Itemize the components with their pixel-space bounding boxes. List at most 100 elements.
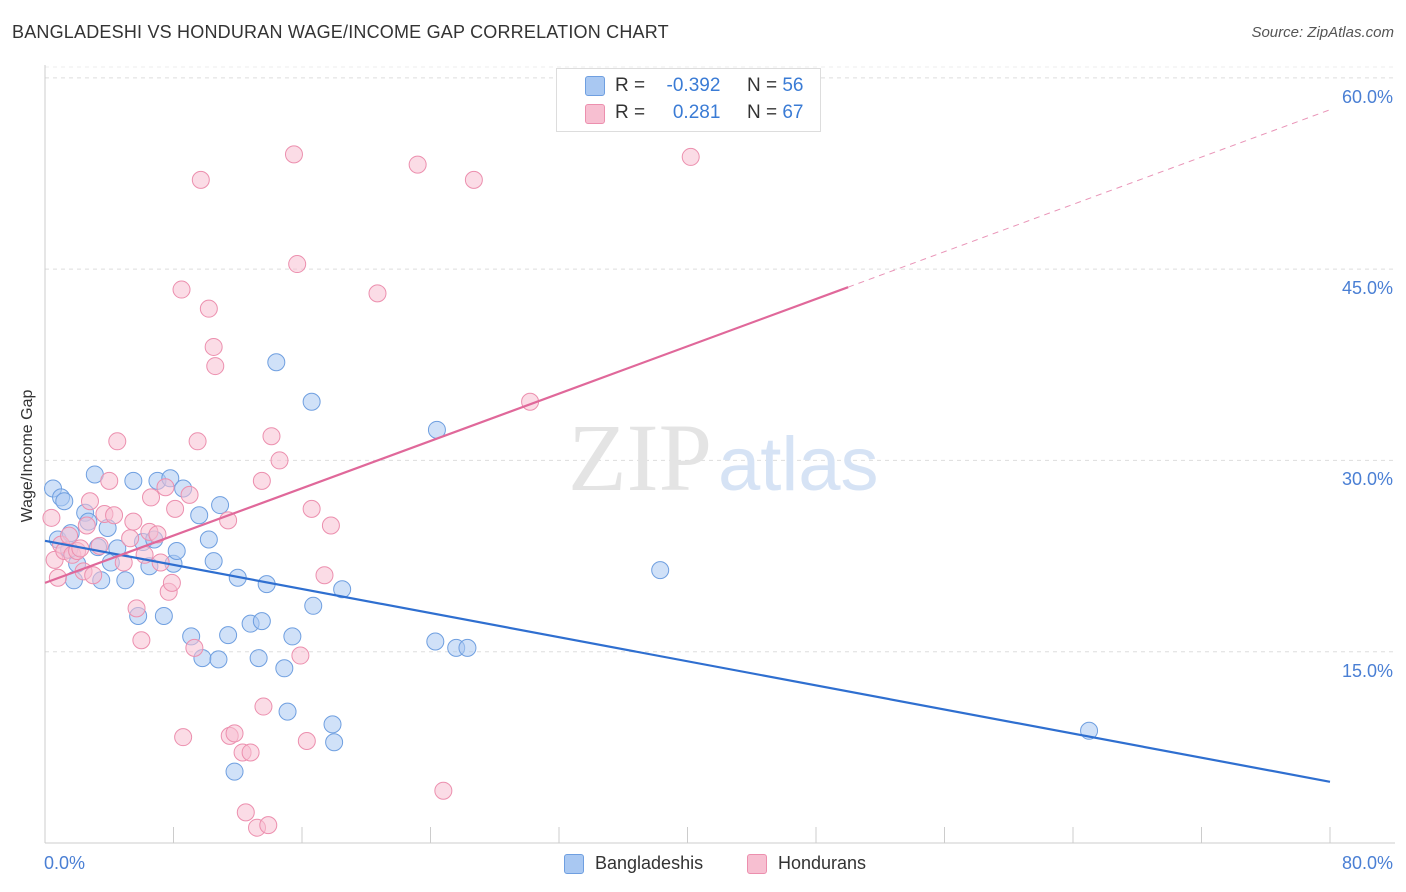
bangladeshi-point bbox=[219, 626, 238, 645]
bangladeshi-point bbox=[211, 496, 230, 515]
legend-row-hondurans: R = 0.281 N = 67 bbox=[615, 102, 803, 126]
correlation-legend: R = -0.392 N = 56 R = 0.281 N = 67 bbox=[556, 68, 821, 132]
honduran-point bbox=[236, 803, 255, 822]
honduran-point bbox=[204, 337, 223, 356]
honduran-point bbox=[84, 566, 103, 585]
bottom-legend-swatch-blue bbox=[564, 854, 584, 874]
honduran-point bbox=[121, 529, 140, 548]
chart-title: BANGLADESHI VS HONDURAN WAGE/INCOME GAP … bbox=[12, 22, 669, 42]
y-tick-label: 30.0% bbox=[1341, 469, 1393, 489]
y-tick-label: 15.0% bbox=[1341, 661, 1393, 681]
bottom-legend-swatch-pink bbox=[747, 854, 767, 874]
bangladeshi-point bbox=[199, 530, 218, 549]
legend-swatch-pink bbox=[585, 104, 605, 124]
bangladeshi-point bbox=[209, 650, 228, 669]
bangladeshi-point bbox=[167, 541, 186, 560]
honduran-point bbox=[252, 471, 271, 490]
honduran-point bbox=[681, 147, 700, 166]
bangladeshi-trend-line bbox=[44, 539, 1331, 783]
bangladeshi-point bbox=[190, 506, 209, 525]
honduran-point bbox=[42, 508, 61, 527]
bangladeshi-point bbox=[325, 733, 344, 752]
honduran-point bbox=[199, 299, 218, 318]
honduran-point bbox=[60, 526, 79, 545]
honduran-trend-extension bbox=[847, 109, 1331, 288]
legend-r-label: R = bbox=[615, 102, 646, 123]
honduran-point bbox=[77, 516, 96, 535]
bangladeshi-point bbox=[252, 612, 271, 631]
bottom-legend-bangladeshis: Bangladeshis bbox=[595, 853, 704, 873]
bangladeshi-point bbox=[323, 715, 342, 734]
honduran-point bbox=[259, 816, 278, 835]
honduran-point bbox=[225, 724, 244, 743]
honduran-point bbox=[408, 155, 427, 174]
y-axis-label: Wage/Income Gap bbox=[19, 389, 36, 523]
bangladeshi-point bbox=[55, 492, 74, 511]
x-tick-label: 0.0% bbox=[44, 853, 86, 873]
honduran-point bbox=[321, 516, 340, 535]
honduran-point bbox=[108, 432, 127, 451]
honduran-point bbox=[142, 488, 161, 507]
source-label: Source: ZipAtlas.com bbox=[1251, 24, 1394, 41]
honduran-point bbox=[270, 451, 289, 470]
bangladeshi-point bbox=[267, 353, 286, 372]
honduran-point bbox=[191, 170, 210, 189]
bangladeshi-point bbox=[283, 627, 302, 646]
bangladeshi-point bbox=[225, 762, 244, 781]
honduran-point bbox=[148, 525, 167, 544]
bottom-legend-hondurans: Hondurans bbox=[778, 853, 867, 873]
watermark-zip: ZIP bbox=[568, 404, 712, 511]
honduran-point bbox=[124, 512, 143, 531]
honduran-point bbox=[132, 631, 151, 650]
honduran-point bbox=[174, 728, 193, 747]
honduran-point bbox=[464, 170, 483, 189]
honduran-point bbox=[180, 485, 199, 504]
honduran-point bbox=[188, 432, 207, 451]
bangladeshi-point bbox=[333, 580, 352, 599]
legend-n-value: 56 bbox=[782, 75, 804, 96]
honduran-point bbox=[254, 697, 273, 716]
bangladeshi-point bbox=[458, 638, 477, 657]
legend-n-label: N = bbox=[746, 75, 778, 96]
honduran-point bbox=[368, 284, 387, 303]
legend-row-bangladeshis: R = -0.392 N = 56 bbox=[615, 75, 803, 99]
legend-r-value: 0.281 bbox=[672, 102, 721, 123]
legend-r-value: -0.392 bbox=[666, 75, 721, 96]
bangladeshi-point bbox=[651, 561, 670, 580]
honduran-point bbox=[127, 599, 146, 618]
legend-r-label: R = bbox=[615, 75, 646, 96]
bangladeshi-point bbox=[275, 659, 294, 678]
honduran-point bbox=[288, 255, 307, 274]
honduran-point bbox=[291, 646, 310, 665]
legend-n-value: 67 bbox=[782, 102, 804, 123]
honduran-point bbox=[302, 499, 321, 518]
honduran-point bbox=[206, 357, 225, 376]
bangladeshi-point bbox=[426, 632, 445, 651]
bangladeshi-point bbox=[278, 702, 297, 721]
y-tick-label: 60.0% bbox=[1341, 87, 1393, 107]
bangladeshi-point bbox=[249, 649, 268, 668]
x-tick-label: 80.0% bbox=[1341, 853, 1393, 873]
honduran-point bbox=[185, 638, 204, 657]
honduran-point bbox=[297, 731, 316, 750]
honduran-point bbox=[105, 506, 124, 525]
honduran-point bbox=[315, 566, 334, 585]
legend-n-label: N = bbox=[746, 102, 778, 123]
honduran-point bbox=[241, 743, 260, 762]
watermark-atlas: atlas bbox=[718, 422, 879, 507]
y-tick-label: 45.0% bbox=[1341, 278, 1393, 298]
legend-swatch-blue bbox=[585, 76, 605, 96]
honduran-point bbox=[284, 145, 303, 164]
honduran-point bbox=[100, 471, 119, 490]
honduran-point bbox=[172, 280, 191, 299]
bangladeshi-point bbox=[304, 596, 323, 615]
bangladeshi-point bbox=[116, 571, 135, 590]
honduran-point bbox=[162, 573, 181, 592]
bangladeshi-point bbox=[204, 552, 223, 571]
bangladeshi-point bbox=[154, 607, 173, 626]
honduran-point bbox=[156, 478, 175, 497]
bangladeshi-point bbox=[302, 392, 321, 411]
bangladeshi-point bbox=[124, 471, 143, 490]
honduran-point bbox=[434, 781, 453, 800]
